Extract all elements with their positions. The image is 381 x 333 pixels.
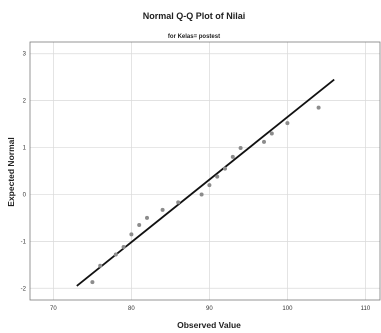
data-point bbox=[137, 222, 142, 227]
y-tick-label: -1 bbox=[21, 239, 27, 245]
plot-frame bbox=[29, 41, 381, 301]
data-point bbox=[230, 154, 235, 159]
y-tick-label: 3 bbox=[23, 52, 27, 58]
data-point bbox=[160, 207, 165, 212]
x-tick-label: 110 bbox=[361, 306, 371, 312]
reference-line bbox=[76, 78, 335, 287]
x-tick-label: 80 bbox=[128, 306, 135, 312]
x-tick-label: 70 bbox=[50, 306, 57, 312]
data-point bbox=[113, 252, 118, 257]
y-axis-label: Expected Normal bbox=[6, 137, 16, 206]
data-point bbox=[262, 139, 266, 144]
y-tick-label: -2 bbox=[21, 286, 27, 292]
data-point bbox=[316, 105, 321, 110]
data-point bbox=[129, 232, 134, 237]
grid-lines bbox=[30, 42, 380, 300]
data-point bbox=[285, 121, 290, 126]
data-point bbox=[215, 174, 220, 179]
data-point bbox=[223, 166, 227, 171]
y-tick-label: 2 bbox=[23, 99, 27, 105]
data-point bbox=[269, 131, 274, 136]
data-point bbox=[199, 192, 204, 197]
y-tick-label: 0 bbox=[23, 192, 27, 198]
data-point bbox=[98, 263, 103, 268]
data-point bbox=[90, 280, 95, 285]
data-point bbox=[238, 146, 243, 151]
data-point bbox=[145, 215, 149, 220]
data-point bbox=[121, 244, 126, 249]
data-points bbox=[90, 105, 321, 285]
x-tick-label: 90 bbox=[206, 306, 213, 312]
x-tick-label: 100 bbox=[282, 306, 293, 312]
data-point bbox=[176, 200, 181, 205]
data-point bbox=[207, 183, 212, 188]
y-tick-label: 1 bbox=[23, 146, 27, 152]
chart-subtitle: for Kelas= postest bbox=[168, 34, 220, 40]
chart-title: Normal Q-Q Plot of Nilai bbox=[143, 11, 246, 21]
tick-labels: 70 80 90 100 110 3 2 1 0 -1 -2 bbox=[21, 52, 371, 312]
x-axis-label: Observed Value bbox=[177, 320, 241, 330]
